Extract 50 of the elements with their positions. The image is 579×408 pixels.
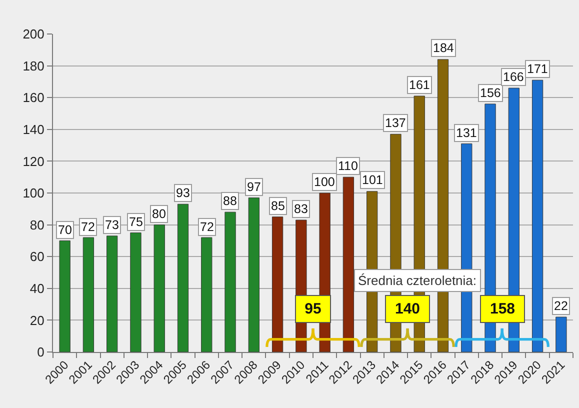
- data-label: 72: [81, 220, 95, 234]
- data-label: 83: [294, 202, 308, 216]
- bar: [248, 198, 260, 352]
- data-label: 97: [247, 180, 261, 194]
- y-tick-label: 0: [37, 344, 44, 360]
- bar: [106, 236, 118, 352]
- bar: [154, 224, 165, 352]
- bar: [201, 237, 212, 352]
- data-label: 110: [338, 159, 358, 173]
- data-label: 161: [409, 78, 430, 92]
- data-label: 85: [271, 199, 285, 213]
- bar: [177, 204, 189, 352]
- y-tick-label: 140: [22, 122, 44, 137]
- data-label: 73: [105, 218, 119, 232]
- data-label: 131: [456, 126, 477, 140]
- bar: [556, 316, 567, 352]
- data-label: 171: [527, 62, 548, 76]
- y-tick-label: 20: [30, 312, 44, 328]
- bar: [532, 80, 544, 352]
- annotation: 140: [394, 300, 420, 318]
- data-label: 72: [200, 220, 214, 234]
- data-label: 166: [503, 70, 524, 84]
- annotation: 95: [304, 300, 322, 318]
- data-label: 22: [554, 299, 568, 313]
- annotation: Średnia czteroletnia:: [358, 273, 477, 288]
- data-label: 184: [433, 41, 454, 55]
- data-label: 88: [223, 194, 237, 208]
- annotation: 158: [490, 300, 516, 318]
- data-label: 75: [129, 215, 143, 229]
- data-label: 80: [152, 207, 166, 221]
- y-tick-label: 200: [22, 26, 44, 42]
- data-label: 70: [58, 223, 72, 237]
- bar: [130, 232, 142, 352]
- data-label: 101: [362, 173, 383, 187]
- data-label: 93: [176, 186, 190, 200]
- bar: [59, 240, 70, 352]
- y-tick-label: 120: [22, 154, 44, 169]
- data-label: 100: [314, 175, 335, 189]
- y-tick-label: 100: [22, 186, 44, 201]
- y-tick-label: 60: [30, 249, 44, 264]
- y-tick-label: 40: [30, 280, 44, 296]
- bar: [224, 212, 236, 352]
- bar: [82, 237, 94, 352]
- y-tick-label: 160: [22, 90, 44, 106]
- y-tick-label: 180: [22, 58, 44, 74]
- y-tick-label: 80: [30, 217, 44, 232]
- data-label: 137: [385, 116, 406, 130]
- bar: [342, 176, 354, 352]
- bar: [272, 216, 284, 352]
- data-label: 156: [480, 86, 501, 100]
